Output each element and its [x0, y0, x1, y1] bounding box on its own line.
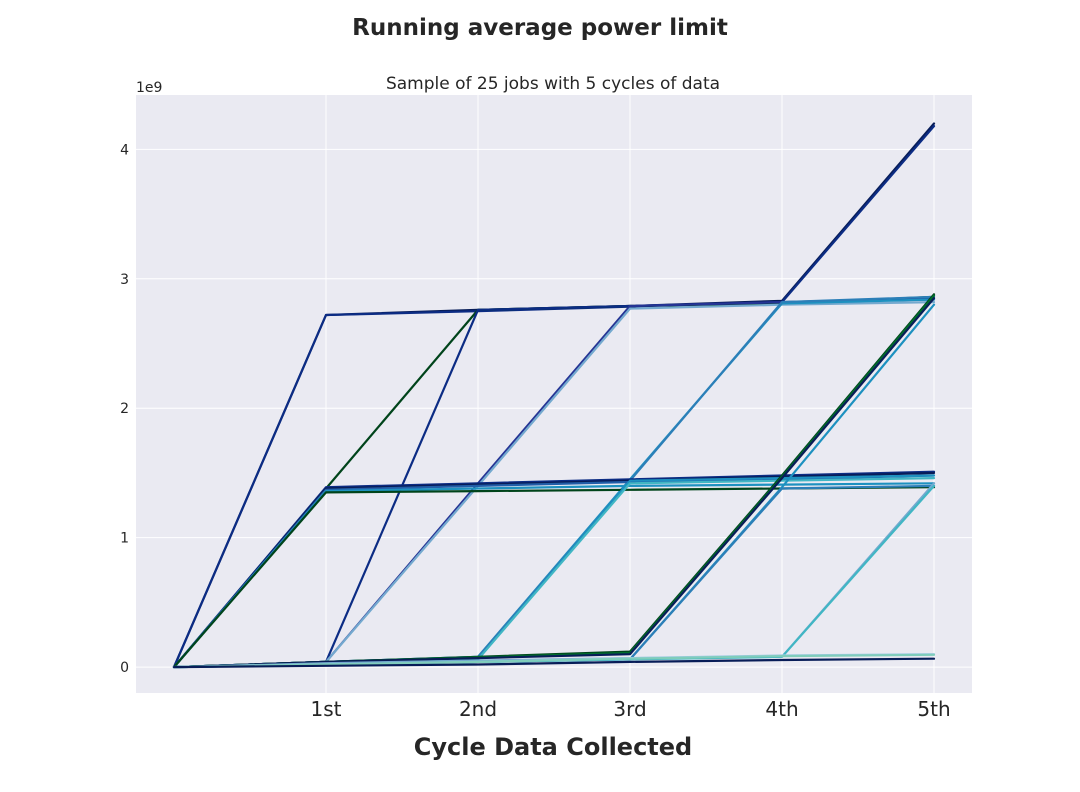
- series-line-25: [172, 657, 936, 669]
- chart-subtitle: Sample of 25 jobs with 5 cycles of data: [386, 74, 720, 94]
- series-layer: [172, 122, 936, 669]
- y-axis-ticks: 0 1 2 3 4: [120, 142, 129, 676]
- x-axis-ticks: 1st 2nd 3rd 4th 5th: [311, 697, 951, 721]
- y-tick-label: 1: [120, 531, 129, 547]
- x-tick-label: 2nd: [459, 697, 497, 721]
- y-offset-label: 1e9: [136, 80, 162, 96]
- y-tick-label: 4: [120, 142, 129, 158]
- x-tick-label: 5th: [917, 697, 950, 721]
- x-tick-label: 3rd: [613, 697, 646, 721]
- x-tick-label: 4th: [765, 697, 798, 721]
- chart-title: Running average power limit: [352, 15, 728, 41]
- x-tick-label: 1st: [311, 697, 342, 721]
- grid-lines: [136, 95, 972, 693]
- x-axis-label: Cycle Data Collected: [414, 733, 692, 761]
- y-tick-label: 3: [120, 272, 129, 288]
- y-tick-label: 0: [120, 660, 129, 676]
- y-tick-label: 2: [120, 401, 129, 417]
